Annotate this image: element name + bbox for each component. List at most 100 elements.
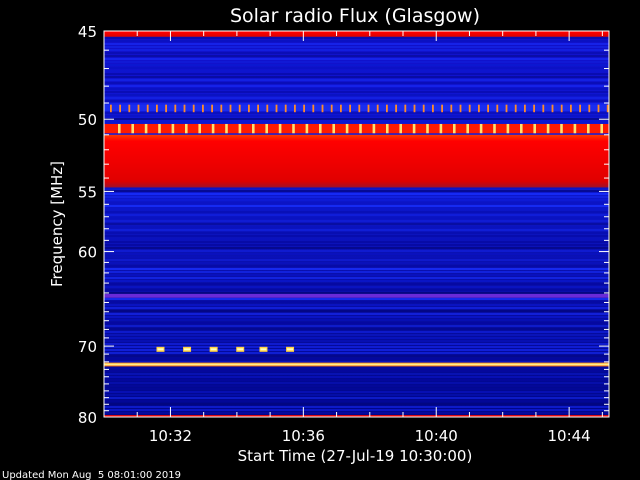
marker-point-core: [287, 348, 294, 351]
burst-mark-hot: [412, 123, 416, 134]
spectrogram-row: [104, 133, 609, 135]
spectrogram-row: [104, 301, 609, 303]
burst-mark: [606, 104, 609, 113]
spectrogram-row: [104, 361, 609, 363]
burst-mark-hot: [144, 123, 148, 134]
spectrogram-row: [104, 292, 609, 294]
spectrogram-bursts: [110, 104, 609, 134]
band-hot-bursts: [104, 123, 609, 134]
burst-mark-hot: [399, 123, 402, 134]
burst-mark: [422, 104, 425, 113]
burst-mark: [340, 104, 342, 113]
band-violet: [104, 293, 609, 298]
spectrogram-row: [104, 49, 609, 51]
burst-mark: [229, 104, 232, 113]
burst-mark: [110, 104, 112, 113]
y-tick-labels: 45 50 55 60 70 80: [78, 23, 97, 427]
burst-mark: [496, 104, 499, 113]
spectrogram-row: [104, 358, 609, 360]
spectrogram-row: [104, 238, 609, 240]
spectrogram-row: [104, 97, 609, 99]
spectrogram-row: [104, 367, 609, 369]
spectrogram-row: [104, 397, 609, 399]
burst-mark-hot: [252, 123, 255, 134]
burst-mark: [395, 104, 397, 113]
burst-mark-hot: [359, 123, 362, 134]
y-tick-label: 45: [78, 23, 97, 41]
burst-mark-hot: [573, 123, 577, 134]
burst-mark: [570, 104, 572, 113]
y-tick-label: 50: [78, 111, 97, 129]
burst-mark: [202, 104, 204, 113]
spectrogram-row: [104, 268, 609, 270]
burst-mark: [404, 104, 407, 113]
spectrogram-row: [104, 289, 609, 291]
marker-point-core: [210, 348, 217, 351]
x-tick-label: 10:32: [149, 427, 192, 445]
burst-mark: [303, 104, 305, 113]
burst-mark: [137, 104, 140, 113]
spectrogram-row: [104, 190, 609, 192]
x-tick-label: 10:36: [282, 427, 325, 445]
burst-mark: [266, 104, 269, 113]
burst-mark-hot: [292, 123, 295, 134]
burst-mark-hot: [171, 123, 175, 134]
spectrogram-row: [104, 325, 609, 327]
x-tick-labels: 10:32 10:36 10:40 10:44: [149, 427, 591, 445]
spectrogram-row: [104, 259, 609, 261]
spectrogram-row: [104, 307, 609, 309]
marker-point-core: [260, 348, 267, 351]
burst-mark-hot: [520, 123, 523, 134]
burst-mark: [211, 104, 213, 113]
spectrogram-row: [104, 40, 609, 42]
burst-mark: [312, 104, 315, 113]
spectrogram-row: [104, 70, 609, 72]
spectrogram-row: [104, 382, 609, 384]
burst-mark-hot: [211, 123, 215, 134]
spectrogram-row: [104, 211, 609, 213]
band-high: [104, 134, 609, 188]
spectrogram-row: [104, 373, 609, 375]
burst-mark-hot: [131, 123, 134, 134]
spectrogram-row: [104, 304, 609, 306]
spectrogram-row: [104, 256, 609, 258]
spectrogram-row: [104, 313, 609, 315]
spectrogram-row: [104, 37, 609, 39]
band-high: [104, 31, 609, 37]
spectrogram-row: [104, 85, 609, 87]
spectrogram-bands: [104, 31, 609, 417]
spectrogram-row: [104, 412, 609, 414]
y-tick-label: 55: [78, 183, 97, 201]
spectrogram-row: [104, 376, 609, 378]
burst-mark: [165, 104, 167, 113]
spectrogram-row: [104, 187, 609, 189]
spectrogram-row: [104, 121, 609, 123]
burst-mark-hot: [332, 123, 335, 134]
burst-mark: [551, 104, 554, 113]
plot-frame: [103, 30, 610, 418]
spectrogram-row: [104, 205, 609, 207]
spectrogram-markers: [156, 346, 295, 352]
spectrogram-row: [104, 253, 609, 255]
spectrogram-row: [104, 118, 609, 120]
burst-mark: [284, 104, 287, 113]
spectrogram-row: [104, 55, 609, 57]
spectrogram-row: [104, 316, 609, 318]
spectrogram-row: [104, 379, 609, 381]
spectrogram-row: [104, 223, 609, 225]
burst-mark: [174, 104, 177, 113]
marker-point-core: [184, 348, 191, 351]
spectrogram-row: [104, 394, 609, 396]
band-high: [104, 415, 609, 417]
burst-mark-hot: [345, 123, 349, 134]
spectrogram-row: [104, 208, 609, 210]
y-tick-label: 80: [78, 409, 97, 427]
burst-mark: [533, 104, 535, 113]
spectrogram-row: [104, 73, 609, 75]
burst-mark: [156, 104, 158, 113]
burst-mark-hot: [546, 123, 550, 134]
burst-mark-hot: [453, 123, 456, 134]
footer-updated: Updated Mon Aug 5 08:01:00 2019: [2, 470, 181, 480]
x-axis-label: Start Time (27-Jul-19 10:30:00): [238, 447, 473, 465]
spectrogram-row: [104, 202, 609, 204]
